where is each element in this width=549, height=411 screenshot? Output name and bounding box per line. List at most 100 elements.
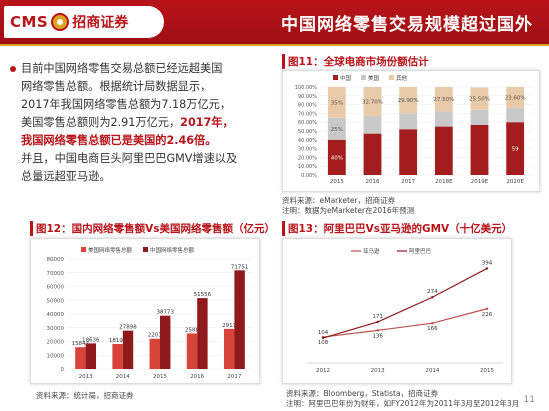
fig13-point [431,321,434,325]
fig11-legend-label: 中国 [340,74,352,82]
bullet-line: 目前中国网络零售交易总额已经远超美国 [21,62,223,75]
fig12-ytick: 50000 [47,298,65,304]
fig13-chart: 亚马逊 阿里巴巴 108 136 166 226 104 171 274 394 2012 2013 2… [307,247,503,374]
fig12-data-label: 2917 [222,323,236,329]
fig11-xtick: 2018E [435,179,453,185]
fig11-ytick: 30.00% [298,147,317,153]
fig11-legend-swatch [389,75,394,80]
fig12-xtick: 2014 [116,374,130,380]
fig12-bar [234,270,245,369]
fig11-ytick: 40.00% [298,138,317,144]
logo-name: 招商证券 [72,15,129,31]
fig12-xtick: 2016 [190,374,204,380]
fig11-ytick: 60.00% [298,120,317,126]
fig11-bar-segment [470,87,489,110]
fig12-data-label: 38773 [156,310,174,316]
fig12-ytick: 60000 [47,285,65,291]
fig13-source: 资料来源：Bloomberg，Statista，招商证券 [286,389,439,398]
header-divider [0,44,549,46]
fig11-bar-segment [470,124,489,175]
fig12-data-label: 15847 [72,341,90,347]
fig12-bar [122,330,134,369]
logo: CMS 招商证券 [4,6,164,38]
fig11-ytick: 90.00% [298,94,317,100]
fig13-legend-label: 阿里巴巴 [409,247,432,255]
fig11-ytick: 100.00% [295,85,317,91]
bullet-highlight: 2017年， [180,116,234,129]
fig12-legend-label: 中国网络零售总额 [150,246,195,254]
fig12-ytick: 70000 [47,271,65,277]
fig12-data-label: 27898 [119,325,137,331]
fig12-xtick: 2015 [153,374,167,380]
fig12-bar [197,298,208,369]
fig11-bar-segment [399,113,418,130]
fig11-legend-swatch [361,75,366,80]
fig12-panel: 美国网络零售总额 中国网络零售总额 80000 70000 60000 50000 4000… [30,238,260,384]
fig11-source: 资料来源：eMarketer，招商证券 [282,196,396,205]
fig11-xtick: 2019E [471,179,489,185]
fig12-bar [223,328,235,369]
bullet-line: 总量远超亚马逊。 [21,170,111,183]
fig11-data-label: 25% [331,127,343,133]
fig11-legend-swatch [333,75,338,80]
fig11-bar-segment [506,107,525,123]
fig13-data-label: 108 [318,340,329,346]
fig12-bar [85,343,97,369]
fig11-ytick: 0.00% [301,173,317,179]
fig11-bar-segment [434,126,453,175]
fig13-data-label: 166 [427,326,438,332]
fig11-bar-segment [327,87,346,118]
fig11-ytick: 50.00% [298,129,317,135]
fig12-title: 图12：国内网络零售额Vs美国网络零售额（亿元） [30,221,275,236]
fig13-xtick: 2013 [371,368,385,374]
fig12-data-label: 18636 [82,337,100,343]
bullet-line: 美国零售总额则为2.91万亿元， [21,116,181,129]
fig12-bar [112,343,123,369]
fig12-bar [75,347,86,369]
fig11-data-label: 25.50% [469,97,490,103]
fig11-bar-segment [506,87,525,108]
fig12-data-label: 2588 [185,327,199,333]
fig13-point [376,320,379,324]
fig12-ytick: 80000 [47,257,65,263]
fig13-point [485,267,489,270]
page-number: 11 [523,395,535,405]
fig12-chart: 美国网络零售总额 中国网络零售总额 80000 70000 60000 50000 4000… [47,246,253,380]
fig12-xtick: 2013 [79,374,93,380]
fig13-xtick: 2012 [316,368,330,374]
fig13-data-label: 394 [482,260,493,266]
fig12-data-label: 18198 [109,338,127,344]
fig11-title: 图11：全球电商市场份额估计 [282,54,429,69]
fig11-bar-segment [327,139,346,175]
fig11-chart: 中国 美国 其他 100.00% 90.00% 80.00% 70.00% 60.00% 50.… [295,74,533,185]
fig13-legend-label: 亚马逊 [363,247,380,255]
bullet-line: 并且，中国电商巨头阿里巴巴GMV增速以及 [21,152,238,165]
fig12-xtick: 2017 [227,374,241,380]
fig13-panel: 亚马逊 阿里巴巴 108 136 166 226 104 171 274 394 2012 2013 2… [282,238,512,384]
fig12-source: 资料来源：统计局，招商证券 [36,391,134,400]
fig13-note: 注明：阿里巴巴年份为财年，如FY2012年为2011年3月至2012年3月 [286,399,520,408]
fig12-ytick: 20000 [47,340,65,346]
fig11-bar-segment [470,109,489,125]
fig13-data-label: 104 [318,330,329,336]
fig13-series-line [322,267,488,339]
fig11-xtick: 2016 [366,179,380,185]
fig13-xtick: 2015 [480,368,494,374]
fig12-legend-swatch [143,247,148,252]
fig12-bar [160,315,171,369]
fig11-bar-segment [399,129,418,175]
fig12-ytick: 0 [61,367,65,373]
fig11-bar-segment [399,87,418,114]
fig13-point [431,296,434,299]
fig11-bar-segment [506,122,525,175]
fig11-bar-segment [434,87,453,112]
fig11-panel: 中国 美国 其他 100.00% 90.00% 80.00% 70.00% 60.00% 50.… [282,70,540,192]
fig12-data-label: 51556 [194,292,212,298]
fig11-legend-label: 美国 [368,74,380,82]
fig11-bar-segment [363,115,382,134]
logo-coin-icon [51,13,70,31]
page-title: 中国网络零售交易规模超过国外 [281,15,533,35]
fig11-data-label: 40% [331,155,343,161]
fig11-ytick: 70.00% [298,111,317,117]
fig13-data-label: 171 [372,314,383,320]
